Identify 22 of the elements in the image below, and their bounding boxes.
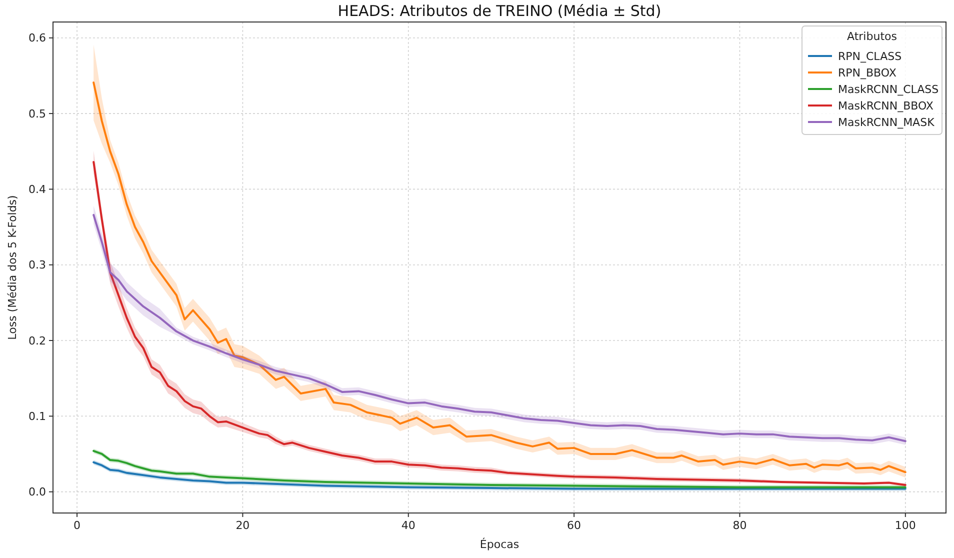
y-tick-label: 0.4 xyxy=(28,183,46,196)
x-tick-label: 20 xyxy=(236,519,250,532)
chart-title: HEADS: Atributos de TREINO (Média ± Std) xyxy=(338,2,662,20)
legend-label: MaskRCNN_CLASS xyxy=(838,82,939,96)
y-tick-label: 0.0 xyxy=(28,486,46,499)
y-tick-label: 0.2 xyxy=(28,334,46,348)
x-axis-title: Épocas xyxy=(480,537,520,551)
x-tick-label: 80 xyxy=(732,519,747,532)
legend-label: MaskRCNN_MASK xyxy=(838,116,936,129)
x-tick-label: 0 xyxy=(74,519,81,532)
y-tick-label: 0.1 xyxy=(28,410,46,424)
legend-label: MaskRCNN_BBOX xyxy=(838,99,934,112)
y-tick-label: 0.6 xyxy=(28,32,46,45)
y-tick-label: 0.5 xyxy=(28,107,46,120)
legend-label: RPN_CLASS xyxy=(838,50,902,63)
legend-title: Atributos xyxy=(847,30,898,43)
y-axis-title: Loss (Média dos 5 K-Folds) xyxy=(6,195,19,340)
x-tick-label: 100 xyxy=(894,519,916,532)
x-tick-label: 60 xyxy=(567,519,582,532)
legend-label: RPN_BBOX xyxy=(838,66,897,80)
y-tick-label: 0.3 xyxy=(28,258,46,272)
x-tick-label: 40 xyxy=(401,519,416,532)
